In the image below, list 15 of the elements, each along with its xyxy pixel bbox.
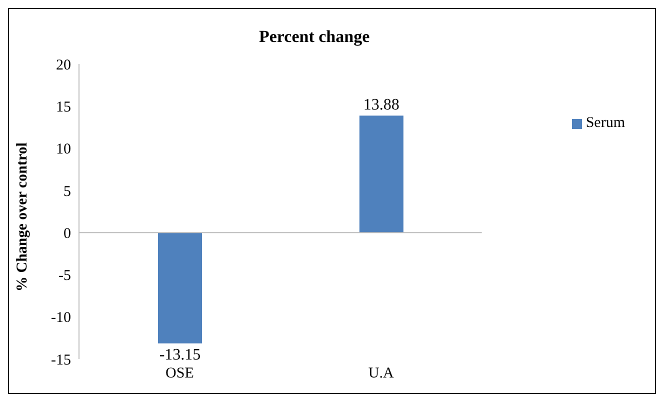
y-tick-label: -15: [51, 352, 71, 368]
data-label: -13.15: [159, 346, 201, 364]
y-tick-label: 10: [56, 142, 71, 158]
data-label: 13.88: [363, 96, 400, 114]
x-tick-label: OSE: [166, 366, 194, 382]
chart-title: Percent change: [259, 27, 370, 47]
legend-label: Serum: [586, 115, 625, 131]
y-tick-label: -10: [51, 310, 71, 326]
y-tick-label: 5: [64, 184, 71, 200]
y-tick-label: 20: [56, 57, 71, 74]
x-tick-label: U.A: [368, 366, 394, 382]
y-tick-label: 15: [56, 99, 71, 116]
y-axis-title: % Change over control: [14, 142, 30, 292]
y-tick-label: 0: [64, 226, 71, 242]
y-tick-label: -5: [58, 268, 71, 284]
